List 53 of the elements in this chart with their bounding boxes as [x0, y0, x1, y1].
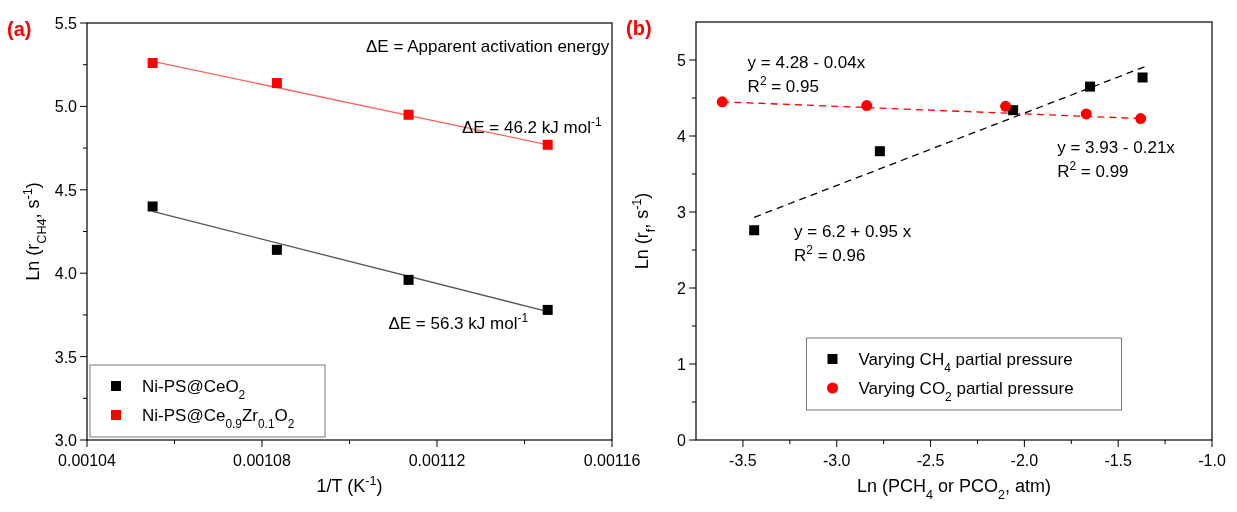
- annotation: y = 3.93 - 0.21x R$^{2}$ = 0.99: [1057, 138, 1176, 182]
- x-tick-label: -1.5: [1104, 452, 1133, 469]
- point: [874, 146, 885, 157]
- x-tick-label: 0.00104: [58, 452, 117, 469]
- x-axis-title: 1/T (K$^{-1}$): [316, 474, 383, 496]
- x-axis-title: Ln (PCH$_{4}$ or PCO$_{2}$, atm): [856, 476, 1052, 502]
- point: [749, 225, 760, 236]
- y-tick-label: 0: [677, 432, 687, 449]
- x-tick-label: 0.00112: [408, 452, 466, 469]
- x-tick-label: -2.0: [1010, 452, 1039, 469]
- y-tick-label: 3.0: [54, 432, 78, 449]
- chart-title: (b): [626, 17, 652, 39]
- point: [542, 139, 553, 150]
- annotation: y = 6.2 + 0.95 x R$^{2}$ = 0.96: [794, 222, 912, 265]
- legend-label: Varying CH$_{4}$ partial pressure: [858, 350, 1073, 375]
- x-tick-label: -3.0: [822, 452, 851, 469]
- point: [1135, 113, 1147, 125]
- point: [1000, 100, 1012, 112]
- y-tick-label: 3.5: [54, 348, 78, 366]
- x-tick-label: -3.5: [729, 452, 757, 469]
- y-tick-label: 5.0: [54, 98, 78, 116]
- point: [271, 78, 282, 89]
- legend-label: Ni-PS@Ce$_{0.9}$Zr$_{0.1}$O$_{2}$: [142, 406, 295, 431]
- y-tick-label: 3: [677, 204, 687, 221]
- point: [1085, 81, 1096, 92]
- legend-label: Ni-PS@CeO$_{2}$: [142, 377, 246, 402]
- annotation: ΔE = 46.2 kJ mol$^{-1}$: [461, 115, 602, 138]
- point: [147, 58, 158, 69]
- y-tick-label: 4.5: [54, 181, 78, 199]
- y-tick-label: 1: [677, 356, 687, 373]
- point: [1137, 72, 1148, 83]
- point: [147, 201, 158, 212]
- y-tick-label: 4: [677, 128, 687, 145]
- point: [271, 244, 282, 255]
- x-tick-label: -2.5: [916, 452, 945, 469]
- y-tick-label: 2: [677, 280, 687, 297]
- point: [403, 109, 414, 120]
- legend-label: Varying CO$_{2}$ partial pressure: [858, 379, 1074, 404]
- point: [861, 100, 873, 112]
- x-tick-label: 0.00116: [583, 452, 641, 469]
- x-tick-label: 0.00108: [233, 452, 292, 469]
- annotation: y = 4.28 - 0.04x R$^{2}$ = 0.95: [747, 52, 866, 96]
- annotation: ΔE = 56.3 kJ mol$^{-1}$: [388, 311, 529, 334]
- point: [403, 274, 414, 285]
- y-tick-label: 5.5: [54, 15, 78, 32]
- chart-title: (a): [7, 18, 32, 40]
- point: [716, 96, 728, 108]
- point: [1080, 108, 1092, 120]
- point: [542, 304, 553, 315]
- annotation: ΔE = Apparent activation energy: [366, 36, 610, 56]
- y-tick-label: 4.0: [54, 265, 78, 283]
- x-tick-label: -1.0: [1198, 452, 1226, 469]
- y-tick-label: 5: [677, 52, 687, 69]
